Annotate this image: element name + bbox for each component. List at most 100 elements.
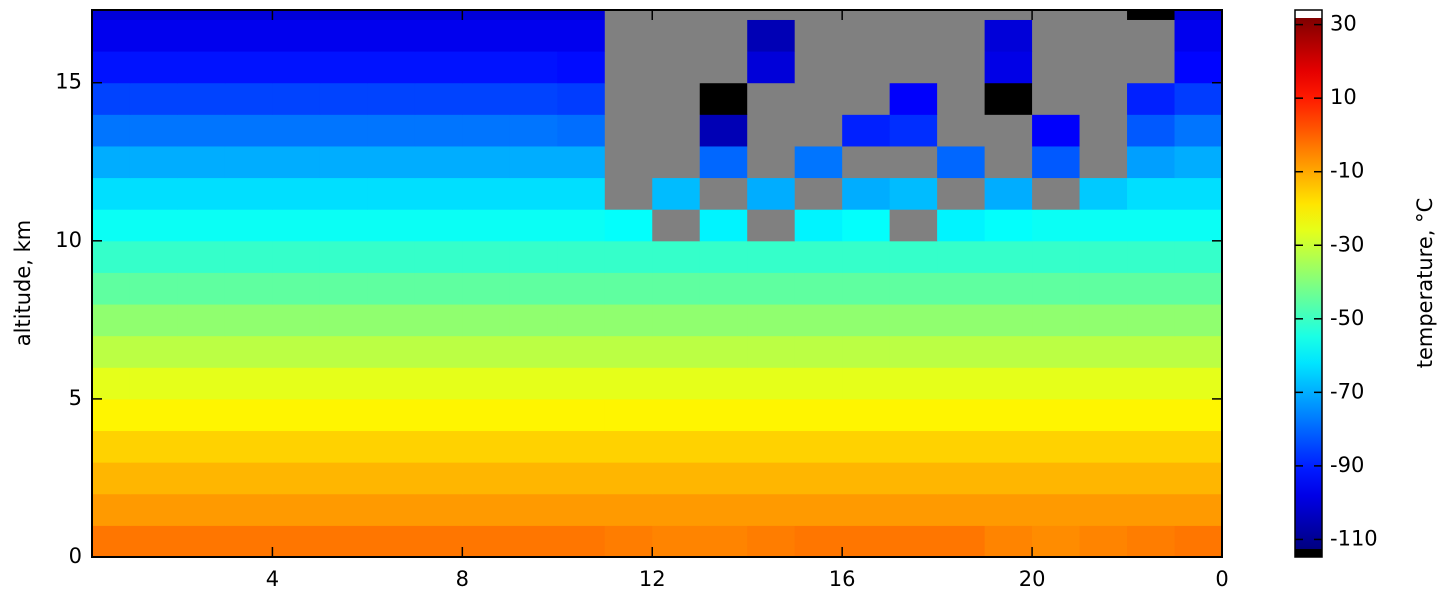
heatmap-cell — [1174, 462, 1222, 495]
heatmap-cell — [699, 240, 748, 273]
heatmap-cell — [367, 430, 416, 463]
colorbar — [1295, 18, 1322, 549]
heatmap-cell — [984, 525, 1033, 557]
heatmap-cell — [889, 525, 938, 557]
heatmap-cell — [794, 19, 843, 52]
heatmap-cell — [224, 398, 273, 432]
heatmap-cell — [509, 525, 558, 557]
y-axis-label: altitude, km — [11, 220, 35, 347]
heatmap-cell — [319, 19, 368, 52]
heatmap-cell — [889, 304, 938, 337]
heatmap-cell — [129, 493, 178, 526]
heatmap-cell — [224, 493, 273, 526]
heatmap-cell — [984, 493, 1033, 526]
heatmap-cell — [129, 272, 178, 305]
y-tick-label: 0 — [69, 544, 82, 568]
heatmap-cell — [842, 272, 891, 305]
heatmap-cell — [92, 19, 131, 52]
heatmap-cell — [92, 240, 131, 273]
x-tick-label: 0 — [1215, 567, 1228, 591]
plot-frame — [91, 9, 1223, 558]
heatmap-cell — [842, 19, 891, 52]
colorbar-tick-label: 10 — [1330, 85, 1357, 109]
heatmap-cell — [652, 304, 701, 337]
heatmap-cell — [414, 525, 463, 557]
heatmap-cell — [747, 177, 796, 210]
heatmap-cell — [92, 145, 131, 179]
heatmap-cell — [272, 304, 321, 337]
heatmap-cell — [889, 367, 938, 400]
heatmap-cell — [889, 51, 938, 84]
heatmap-cell — [1032, 82, 1081, 115]
heatmap-cell — [984, 240, 1033, 273]
heatmap-cell — [272, 114, 321, 147]
heatmap-cell — [699, 525, 748, 557]
heatmap-cell — [842, 209, 891, 242]
heatmap-cell — [1032, 209, 1081, 242]
heatmap-cell — [937, 304, 986, 337]
heatmap-cell — [652, 19, 701, 52]
heatmap-cell — [794, 209, 843, 242]
heatmap-cell — [462, 82, 511, 115]
heatmap-cell — [699, 398, 748, 432]
heatmap-cell — [272, 10, 321, 20]
heatmap-cell — [984, 272, 1033, 305]
heatmap-cell — [984, 304, 1033, 337]
heatmap-cell — [557, 114, 606, 147]
heatmap-cell — [319, 462, 368, 495]
heatmap-cell — [1079, 209, 1128, 242]
heatmap-cell — [367, 335, 416, 368]
heatmap-cell — [92, 114, 131, 147]
heatmap-cell — [1127, 367, 1176, 400]
heatmap-cell — [462, 51, 511, 84]
heatmap-cell — [557, 462, 606, 495]
heatmap-cell — [319, 209, 368, 242]
heatmap-cell — [177, 367, 226, 400]
heatmap-cell — [652, 430, 701, 463]
heatmap-cell — [747, 145, 796, 179]
heatmap-cell — [1174, 114, 1222, 147]
heatmap-cell — [889, 240, 938, 273]
heatmap-cell — [937, 462, 986, 495]
heatmap-cell — [224, 209, 273, 242]
heatmap-cell — [699, 19, 748, 52]
heatmap-cell — [889, 145, 938, 179]
heatmap-cell — [652, 51, 701, 84]
heatmap-cell — [129, 51, 178, 84]
heatmap-cell — [604, 10, 653, 20]
heatmap-cell — [367, 272, 416, 305]
heatmap-cell — [1127, 493, 1176, 526]
heatmap-cell — [604, 462, 653, 495]
heatmap-cell — [129, 10, 178, 20]
heatmap-cell — [462, 525, 511, 557]
heatmap-cell — [652, 114, 701, 147]
heatmap-cell — [414, 335, 463, 368]
heatmap-cell — [1174, 272, 1222, 305]
heatmap-cell — [414, 177, 463, 210]
heatmap-cell — [557, 525, 606, 557]
heatmap-cell — [699, 177, 748, 210]
heatmap-cell — [509, 304, 558, 337]
heatmap-cell — [747, 493, 796, 526]
heatmap-cell — [129, 304, 178, 337]
heatmap-cell — [889, 272, 938, 305]
heatmap-cell — [272, 177, 321, 210]
x-tick-label: 12 — [639, 567, 666, 591]
heatmap-cell — [842, 525, 891, 557]
heatmap-cell — [557, 493, 606, 526]
heatmap-cell — [557, 82, 606, 115]
heatmap-cell — [1079, 493, 1128, 526]
heatmap-cell — [604, 493, 653, 526]
heatmap-cell — [984, 114, 1033, 147]
heatmap-cell — [557, 177, 606, 210]
heatmap-cell — [367, 398, 416, 432]
heatmap-cell — [272, 493, 321, 526]
heatmap-cell — [462, 367, 511, 400]
heatmap-cell — [319, 82, 368, 115]
heatmap-cell — [177, 240, 226, 273]
heatmap-cell — [272, 145, 321, 179]
heatmap-cell — [937, 177, 986, 210]
heatmap-cell — [177, 209, 226, 242]
heatmap-cell — [1079, 462, 1128, 495]
